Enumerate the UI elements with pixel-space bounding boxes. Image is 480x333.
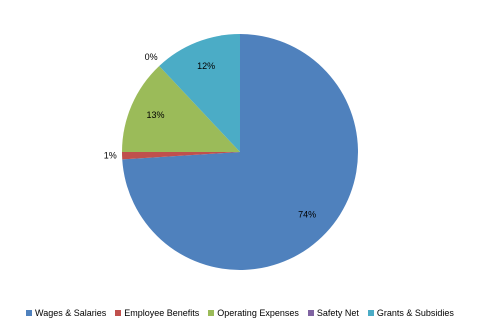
legend-swatch: [367, 310, 374, 316]
pie-slice: [122, 152, 240, 160]
legend-label: Grants & Subsidies: [376, 308, 454, 318]
legend-swatch: [115, 310, 122, 316]
pie-slice: [159, 34, 240, 152]
legend-swatch: [26, 310, 33, 316]
legend-swatch: [208, 310, 215, 316]
legend-item: Operating Expenses: [208, 308, 299, 318]
data-label: 12%: [197, 61, 215, 71]
legend: Wages & Salaries Employee Benefits Operati…: [0, 308, 480, 318]
data-label: 74%: [298, 209, 316, 219]
legend-item: Wages & Salaries: [26, 308, 106, 318]
legend-label: Operating Expenses: [217, 308, 299, 318]
legend-swatch: [307, 310, 314, 316]
chart: 74% 1% 13% 0% 12%: [104, 34, 358, 270]
data-label: 13%: [147, 110, 165, 120]
legend-item: Grants & Subsidies: [367, 308, 454, 318]
data-label: 1%: [104, 150, 117, 160]
legend-item: Safety Net: [307, 308, 359, 318]
pie-slice: [122, 34, 358, 270]
legend-label: Wages & Salaries: [35, 308, 107, 318]
data-label: 0%: [145, 52, 158, 62]
pie-slice: [122, 65, 240, 152]
legend-label: Employee Benefits: [124, 308, 200, 318]
legend-item: Employee Benefits: [115, 308, 199, 318]
legend-label: Safety Net: [316, 308, 359, 318]
